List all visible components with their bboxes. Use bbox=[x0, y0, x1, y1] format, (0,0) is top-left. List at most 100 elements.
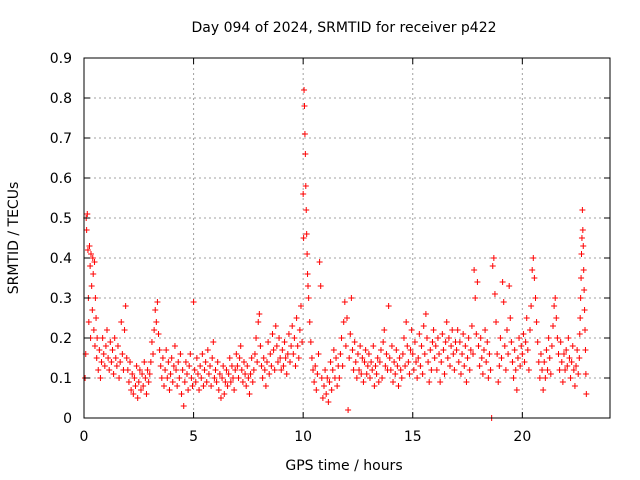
data-point bbox=[92, 295, 99, 301]
data-point bbox=[110, 371, 117, 377]
data-point bbox=[253, 335, 260, 341]
data-point bbox=[119, 351, 126, 357]
data-point bbox=[269, 331, 276, 337]
data-point bbox=[208, 383, 215, 389]
data-point bbox=[244, 363, 251, 369]
data-point bbox=[566, 355, 573, 361]
data-point bbox=[540, 387, 547, 393]
data-point bbox=[350, 367, 357, 373]
data-point bbox=[419, 371, 426, 377]
data-point bbox=[455, 359, 462, 365]
axis-ticks bbox=[83, 57, 610, 419]
data-point bbox=[545, 335, 552, 341]
data-point bbox=[296, 327, 303, 333]
data-point bbox=[552, 295, 559, 301]
x-tick-label: 0 bbox=[80, 429, 89, 445]
data-point bbox=[576, 331, 583, 337]
data-point bbox=[266, 371, 273, 377]
data-point bbox=[392, 371, 399, 377]
data-point bbox=[382, 363, 389, 369]
data-point bbox=[291, 335, 298, 341]
data-point bbox=[539, 367, 546, 373]
data-point bbox=[188, 375, 195, 381]
data-point bbox=[280, 363, 287, 369]
data-point bbox=[196, 387, 203, 393]
data-point bbox=[88, 251, 95, 257]
data-point bbox=[123, 355, 130, 361]
data-point bbox=[550, 323, 557, 329]
data-point bbox=[490, 255, 497, 261]
data-point bbox=[522, 339, 529, 345]
data-point bbox=[361, 359, 368, 365]
data-point bbox=[322, 367, 329, 373]
data-point bbox=[565, 335, 572, 341]
data-point bbox=[265, 339, 272, 345]
data-point bbox=[578, 235, 585, 241]
data-point bbox=[316, 259, 323, 265]
data-point bbox=[228, 363, 235, 369]
data-point bbox=[93, 355, 100, 361]
data-point bbox=[301, 103, 308, 109]
data-point bbox=[130, 391, 137, 397]
data-point bbox=[101, 363, 108, 369]
data-point bbox=[268, 363, 275, 369]
data-point bbox=[146, 371, 153, 377]
data-point bbox=[122, 303, 129, 309]
data-point bbox=[405, 359, 412, 365]
data-point bbox=[330, 347, 337, 353]
data-point bbox=[104, 327, 111, 333]
data-point bbox=[323, 391, 330, 397]
data-point bbox=[477, 335, 484, 341]
data-point bbox=[524, 347, 531, 353]
data-point bbox=[409, 351, 416, 357]
data-point bbox=[98, 359, 105, 365]
data-point bbox=[415, 355, 422, 361]
data-point bbox=[91, 259, 98, 265]
data-point bbox=[342, 343, 349, 349]
data-point bbox=[440, 347, 447, 353]
data-point bbox=[301, 87, 308, 93]
data-point bbox=[442, 339, 449, 345]
data-point bbox=[457, 371, 464, 377]
data-point bbox=[127, 359, 134, 365]
data-point bbox=[397, 367, 404, 373]
x-tick-label: 15 bbox=[404, 429, 422, 445]
data-point bbox=[508, 339, 515, 345]
data-point bbox=[518, 343, 525, 349]
data-point bbox=[144, 367, 151, 373]
data-point bbox=[543, 347, 550, 353]
data-point bbox=[486, 351, 493, 357]
data-point bbox=[273, 343, 280, 349]
data-point bbox=[368, 359, 375, 365]
data-point bbox=[232, 367, 239, 373]
data-point bbox=[519, 351, 526, 357]
data-point bbox=[86, 243, 93, 249]
data-point bbox=[436, 351, 443, 357]
data-point bbox=[394, 363, 401, 369]
data-point bbox=[89, 255, 96, 261]
data-point bbox=[376, 359, 383, 365]
data-point bbox=[544, 367, 551, 373]
data-point bbox=[339, 363, 346, 369]
data-point bbox=[531, 275, 538, 281]
data-point bbox=[135, 379, 142, 385]
data-point bbox=[243, 383, 250, 389]
data-point bbox=[220, 363, 227, 369]
data-point bbox=[282, 355, 289, 361]
data-point bbox=[210, 339, 217, 345]
data-point bbox=[334, 383, 341, 389]
data-point bbox=[320, 383, 327, 389]
data-point bbox=[215, 387, 222, 393]
data-point bbox=[292, 363, 299, 369]
data-point bbox=[141, 359, 148, 365]
data-point bbox=[386, 355, 393, 361]
data-point bbox=[153, 319, 160, 325]
data-point bbox=[463, 379, 470, 385]
data-point bbox=[420, 323, 427, 329]
data-point bbox=[297, 303, 304, 309]
data-point bbox=[533, 319, 540, 325]
data-point bbox=[140, 383, 147, 389]
data-point bbox=[356, 367, 363, 373]
data-point bbox=[151, 327, 158, 333]
data-point bbox=[502, 367, 509, 373]
